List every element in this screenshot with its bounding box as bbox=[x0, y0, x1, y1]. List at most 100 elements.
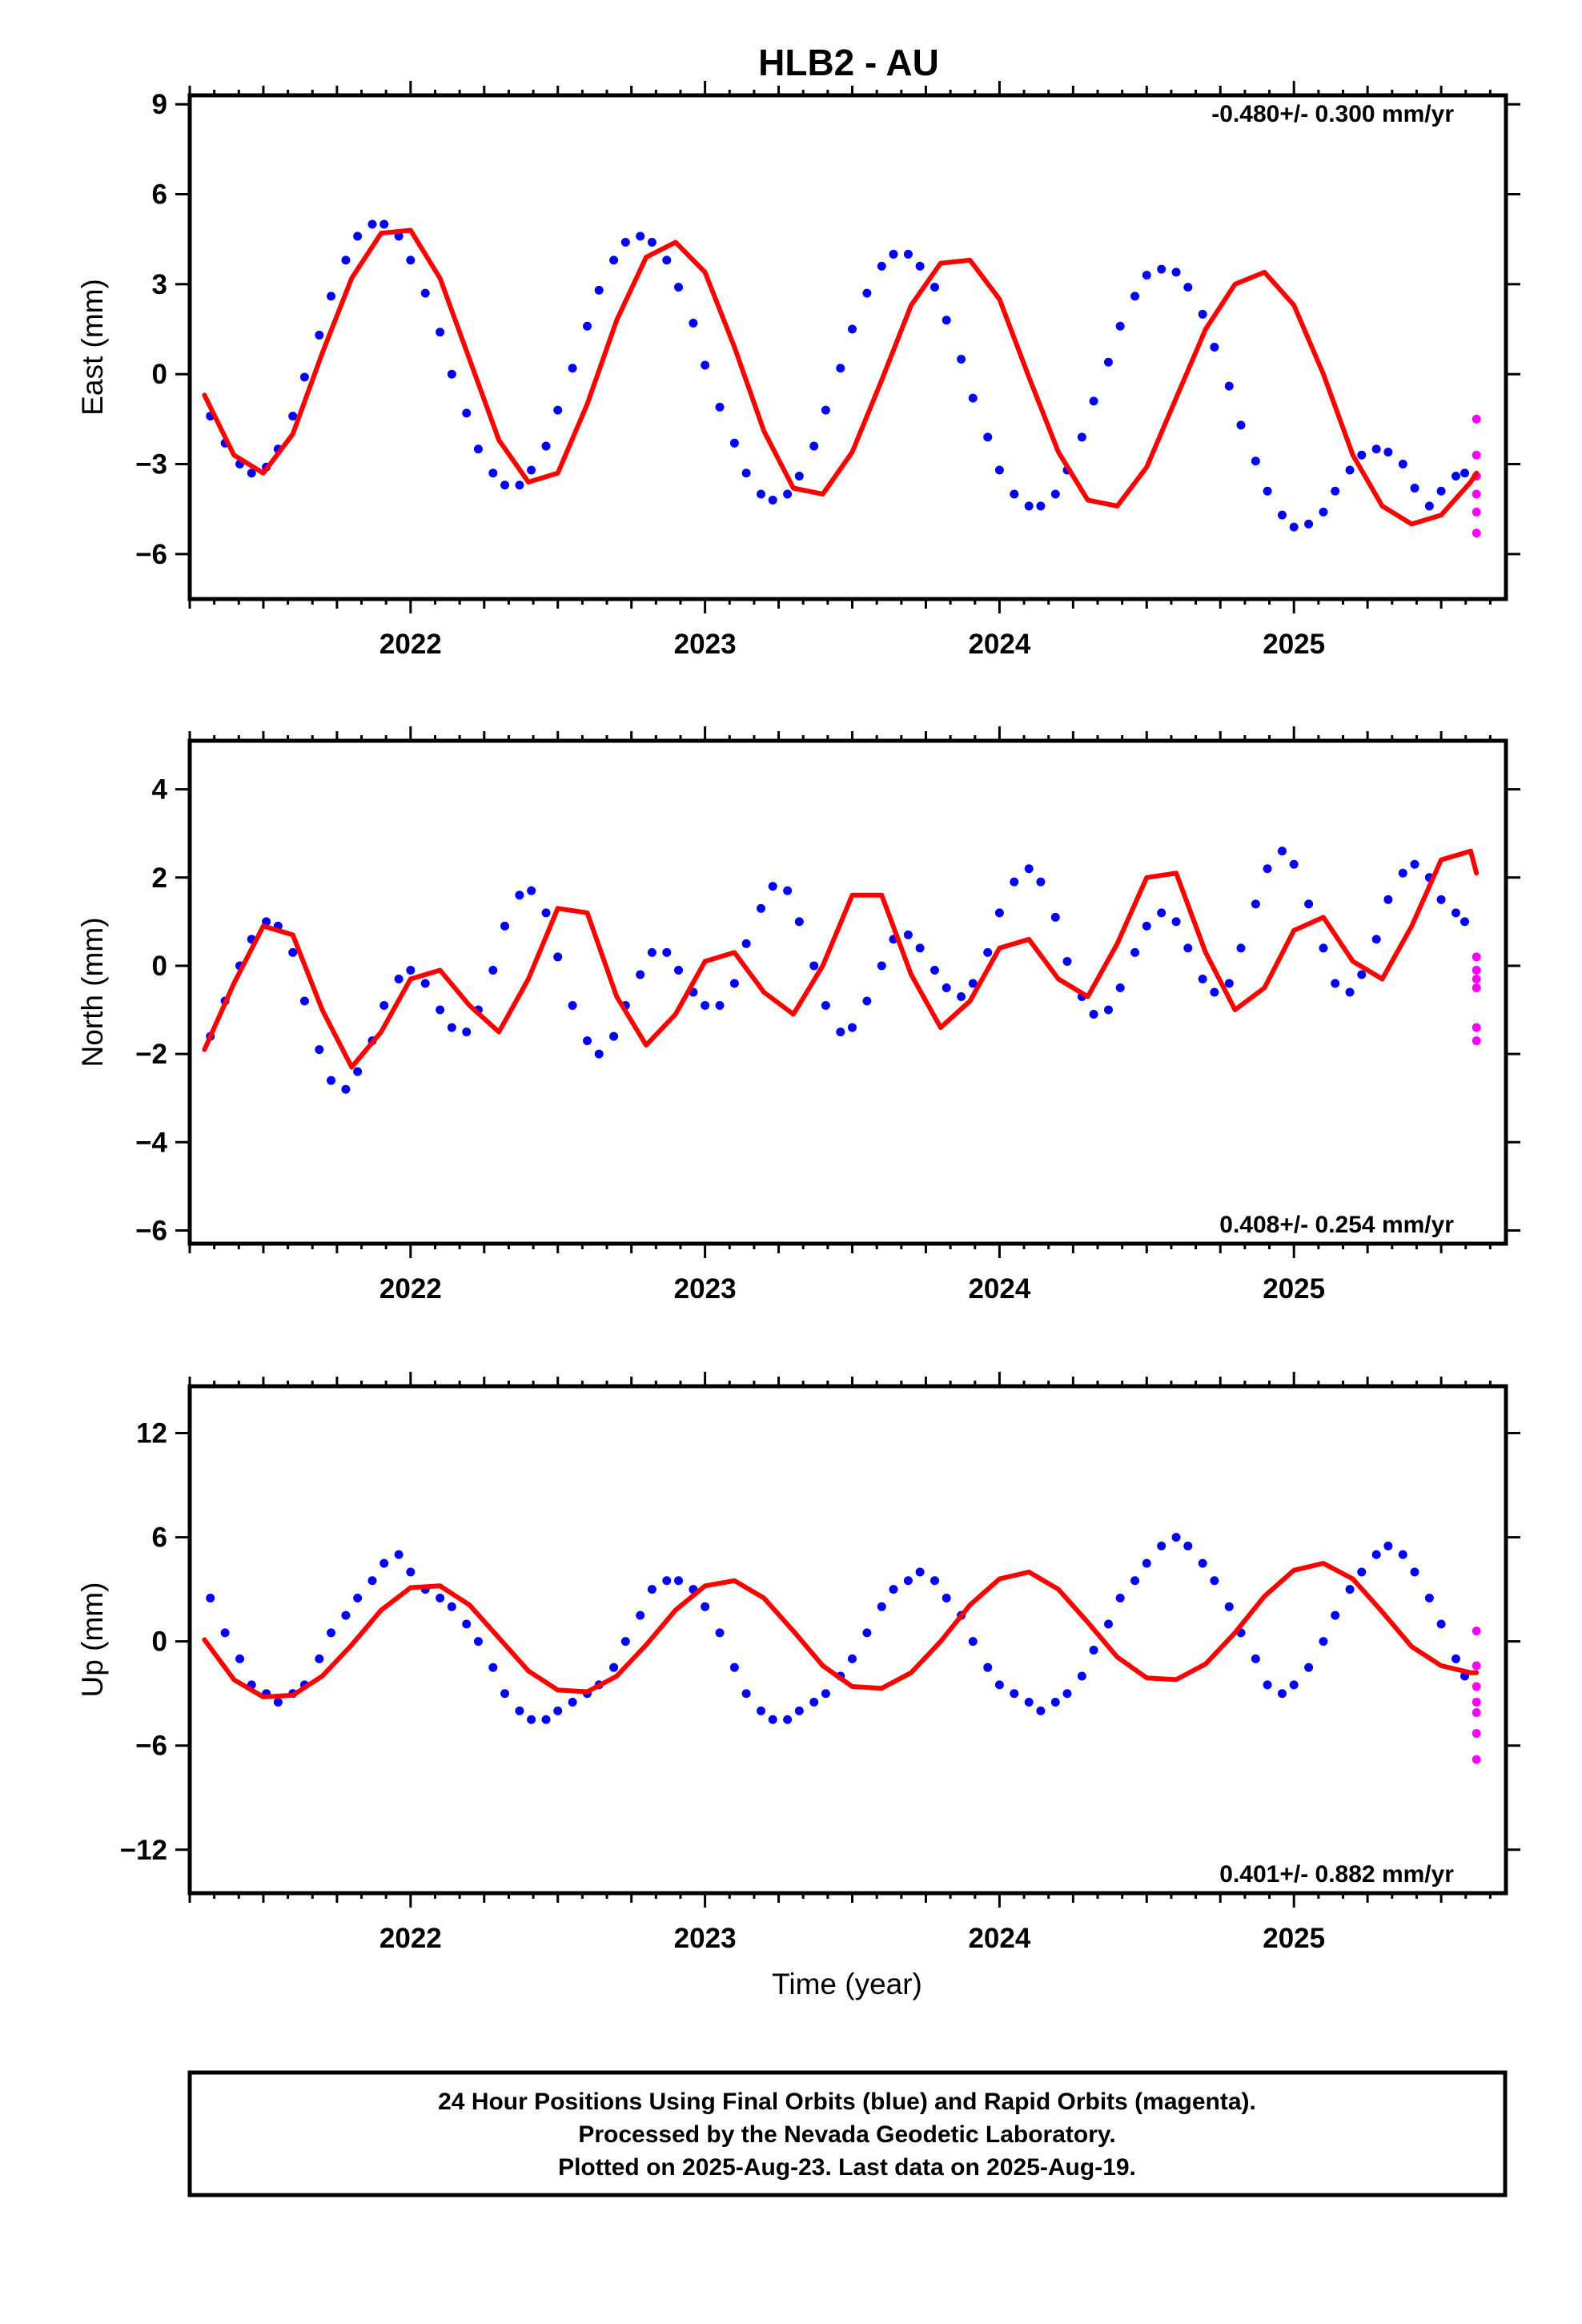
x-tick-label: 2024 bbox=[968, 629, 1030, 660]
data-point bbox=[1472, 1729, 1481, 1739]
data-point bbox=[1319, 507, 1328, 517]
data-point bbox=[968, 1637, 978, 1647]
data-point bbox=[862, 288, 872, 298]
y-tick-label: 4 bbox=[152, 774, 168, 806]
data-point bbox=[1103, 1005, 1113, 1015]
data-point bbox=[1472, 1755, 1481, 1764]
data-point bbox=[1050, 1698, 1060, 1707]
data-point bbox=[488, 1663, 498, 1672]
data-point bbox=[1263, 864, 1272, 874]
data-point bbox=[568, 1698, 577, 1707]
x-tick-label: 2024 bbox=[968, 1923, 1030, 1954]
footer-line-3: Plotted on 2025-Aug-23. Last data on 202… bbox=[558, 2154, 1136, 2181]
data-point bbox=[1010, 489, 1019, 499]
y-tick-label: 0 bbox=[152, 951, 167, 982]
data-point bbox=[1157, 1541, 1166, 1550]
data-point bbox=[636, 231, 645, 241]
data-point bbox=[701, 1001, 710, 1011]
x-tick-label: 2023 bbox=[674, 629, 737, 660]
data-point bbox=[527, 1715, 536, 1724]
data-point bbox=[1304, 1663, 1314, 1672]
data-point bbox=[821, 1689, 830, 1699]
series-magenta bbox=[1472, 1626, 1481, 1764]
data-point bbox=[379, 219, 389, 229]
data-point bbox=[1472, 529, 1481, 538]
data-point bbox=[768, 1715, 777, 1724]
data-point bbox=[515, 1706, 524, 1715]
fit-line bbox=[202, 1561, 1480, 1699]
footer-box: 24 Hour Positions Using Final Orbits (bl… bbox=[187, 2070, 1508, 2197]
data-point bbox=[1142, 271, 1151, 280]
fit-line bbox=[202, 848, 1480, 1070]
data-point bbox=[1224, 979, 1234, 988]
y-tick-label: −2 bbox=[135, 1039, 167, 1070]
data-point bbox=[541, 441, 551, 451]
data-point bbox=[701, 1602, 710, 1611]
data-point bbox=[957, 992, 966, 1002]
data-point bbox=[1319, 943, 1328, 953]
data-point bbox=[1398, 868, 1407, 878]
data-point bbox=[1331, 1610, 1340, 1620]
data-point bbox=[500, 1689, 510, 1699]
data-point bbox=[1024, 864, 1034, 874]
series-blue bbox=[206, 219, 1470, 532]
data-point bbox=[553, 405, 563, 415]
data-point bbox=[983, 947, 993, 957]
data-point bbox=[1472, 1023, 1481, 1032]
panels: 2022 2023 2024 2025 −6 −3 0 3 6 9 East (mm) -0.480+… bbox=[76, 81, 1520, 1954]
data-point bbox=[436, 1005, 445, 1015]
data-point bbox=[488, 468, 498, 478]
data-point bbox=[1436, 1619, 1446, 1629]
data-point bbox=[1183, 943, 1193, 953]
data-point bbox=[1062, 956, 1072, 966]
data-point bbox=[1171, 1533, 1181, 1542]
footer-line-2: Processed by the Nevada Geodetic Laborat… bbox=[578, 2121, 1115, 2148]
data-point bbox=[915, 943, 925, 953]
data-point bbox=[315, 1045, 324, 1055]
data-point bbox=[327, 1628, 336, 1638]
data-point bbox=[794, 917, 804, 927]
y-axis-ticks: −6 −4 −2 0 2 4 bbox=[135, 774, 1520, 1246]
data-point bbox=[1472, 1698, 1481, 1707]
x-axis-label: Time (year) bbox=[772, 1968, 922, 2000]
data-point bbox=[220, 1628, 230, 1638]
data-point bbox=[715, 402, 725, 412]
data-point bbox=[1410, 1567, 1419, 1577]
data-point bbox=[809, 1698, 819, 1707]
data-point bbox=[729, 438, 739, 448]
data-point bbox=[674, 1576, 684, 1586]
data-point bbox=[462, 1027, 472, 1037]
data-point bbox=[1236, 943, 1246, 953]
data-point bbox=[994, 1680, 1004, 1690]
data-point bbox=[500, 480, 510, 490]
data-point bbox=[1036, 877, 1046, 887]
data-point bbox=[353, 231, 363, 241]
data-point bbox=[1251, 899, 1260, 909]
data-point bbox=[620, 237, 630, 247]
data-point bbox=[394, 974, 404, 983]
data-point bbox=[1289, 522, 1299, 532]
data-point bbox=[915, 1567, 925, 1577]
data-point bbox=[674, 965, 684, 975]
data-point bbox=[1251, 1654, 1260, 1663]
data-point bbox=[636, 970, 645, 979]
x-axis-ticks bbox=[188, 726, 1492, 1258]
data-point bbox=[1289, 1680, 1299, 1690]
data-point bbox=[1224, 381, 1234, 391]
data-point bbox=[1198, 974, 1207, 983]
data-point bbox=[994, 465, 1004, 475]
data-point bbox=[1103, 357, 1113, 367]
data-point bbox=[968, 393, 978, 403]
data-point bbox=[583, 321, 592, 331]
data-point bbox=[1383, 448, 1393, 457]
x-tick-label: 2025 bbox=[1263, 1273, 1325, 1305]
data-point bbox=[420, 288, 430, 298]
data-point bbox=[1371, 935, 1381, 944]
data-point bbox=[783, 489, 793, 499]
y-tick-label: 6 bbox=[152, 1522, 167, 1554]
data-point bbox=[1130, 292, 1140, 301]
data-point bbox=[689, 319, 698, 328]
data-point bbox=[930, 283, 939, 292]
series-magenta bbox=[1472, 952, 1481, 1046]
data-point bbox=[809, 441, 819, 451]
